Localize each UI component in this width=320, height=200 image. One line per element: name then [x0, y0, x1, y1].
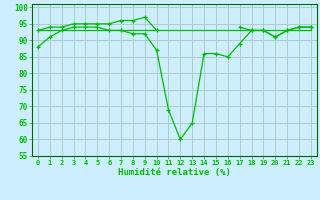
X-axis label: Humidité relative (%): Humidité relative (%) [118, 168, 231, 177]
